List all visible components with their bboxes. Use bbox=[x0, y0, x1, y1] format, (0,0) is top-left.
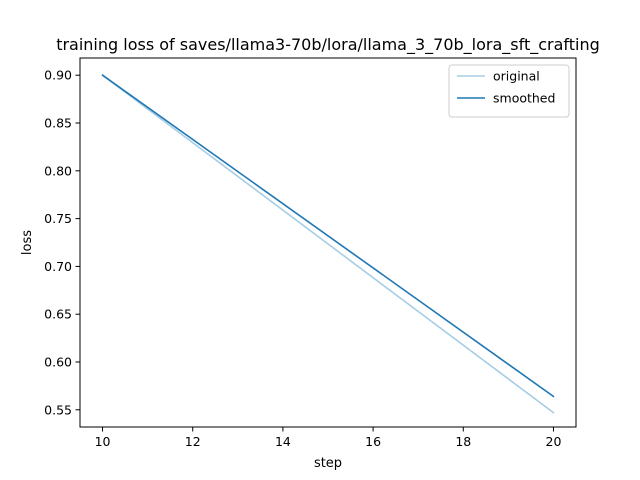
y-tick-label: 0.65 bbox=[44, 307, 72, 322]
x-tick-label: 10 bbox=[95, 434, 111, 449]
x-axis-label: step bbox=[314, 456, 342, 471]
y-tick-label: 0.60 bbox=[44, 354, 72, 369]
series-line-smoothed bbox=[101, 74, 555, 398]
series-layer bbox=[101, 74, 555, 414]
y-tick-label: 0.80 bbox=[44, 163, 72, 178]
y-tick-label: 0.55 bbox=[44, 402, 72, 417]
legend-box bbox=[448, 64, 570, 118]
y-axis: 0.55 0.60 0.65 0.70 0.75 0.80 0.85 0.90 bbox=[44, 68, 80, 417]
x-tick-label: 14 bbox=[275, 434, 291, 449]
x-tick-label: 18 bbox=[455, 434, 471, 449]
y-tick-label: 0.70 bbox=[44, 259, 72, 274]
x-tick-label: 20 bbox=[546, 434, 562, 449]
series-line-original bbox=[101, 74, 555, 414]
legend-label-original: original bbox=[493, 69, 540, 84]
y-axis-label: loss bbox=[20, 230, 35, 255]
chart-title: training loss of saves/llama3-70b/lora/l… bbox=[56, 35, 600, 55]
legend: original smoothed bbox=[448, 64, 570, 118]
y-tick-label: 0.75 bbox=[44, 211, 72, 226]
legend-label-smoothed: smoothed bbox=[493, 91, 555, 106]
y-tick-label: 0.85 bbox=[44, 116, 72, 131]
x-tick-label: 12 bbox=[185, 434, 201, 449]
x-tick-label: 16 bbox=[365, 434, 381, 449]
x-axis: 10 12 14 16 18 20 bbox=[95, 427, 562, 449]
y-tick-label: 0.90 bbox=[44, 68, 72, 83]
plot-frame bbox=[79, 57, 577, 428]
